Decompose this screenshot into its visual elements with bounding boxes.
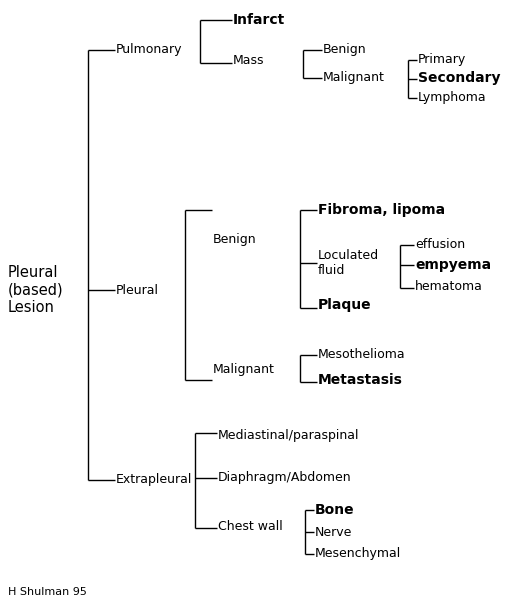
Text: Bone: Bone [315, 503, 354, 517]
Text: Pulmonary: Pulmonary [116, 44, 183, 56]
Text: Infarct: Infarct [233, 13, 285, 27]
Text: Malignant: Malignant [323, 72, 385, 85]
Text: Benign: Benign [323, 44, 366, 56]
Text: Pleural: Pleural [116, 283, 159, 297]
Text: Lymphoma: Lymphoma [418, 91, 487, 104]
Text: Chest wall: Chest wall [218, 520, 283, 533]
Text: Fibroma, lipoma: Fibroma, lipoma [318, 203, 445, 217]
Text: Primary: Primary [418, 53, 466, 66]
Text: Extrapleural: Extrapleural [116, 473, 192, 487]
Text: H Shulman 95: H Shulman 95 [8, 587, 87, 597]
Text: Pleural
(based)
Lesion: Pleural (based) Lesion [8, 265, 64, 315]
Text: Malignant: Malignant [213, 364, 275, 376]
Text: Mesenchymal: Mesenchymal [315, 547, 401, 560]
Text: Nerve: Nerve [315, 525, 352, 538]
Text: hematoma: hematoma [415, 281, 483, 294]
Text: Diaphragm/Abdomen: Diaphragm/Abdomen [218, 471, 352, 484]
Text: Mass: Mass [233, 53, 265, 66]
Text: empyema: empyema [415, 258, 491, 272]
Text: Benign: Benign [213, 234, 257, 246]
Text: Plaque: Plaque [318, 298, 372, 312]
Text: Loculated
fluid: Loculated fluid [318, 249, 379, 277]
Text: Mediastinal/paraspinal: Mediastinal/paraspinal [218, 428, 360, 441]
Text: Secondary: Secondary [418, 71, 500, 85]
Text: effusion: effusion [415, 238, 465, 251]
Text: Mesothelioma: Mesothelioma [318, 349, 406, 362]
Text: Metastasis: Metastasis [318, 373, 403, 387]
